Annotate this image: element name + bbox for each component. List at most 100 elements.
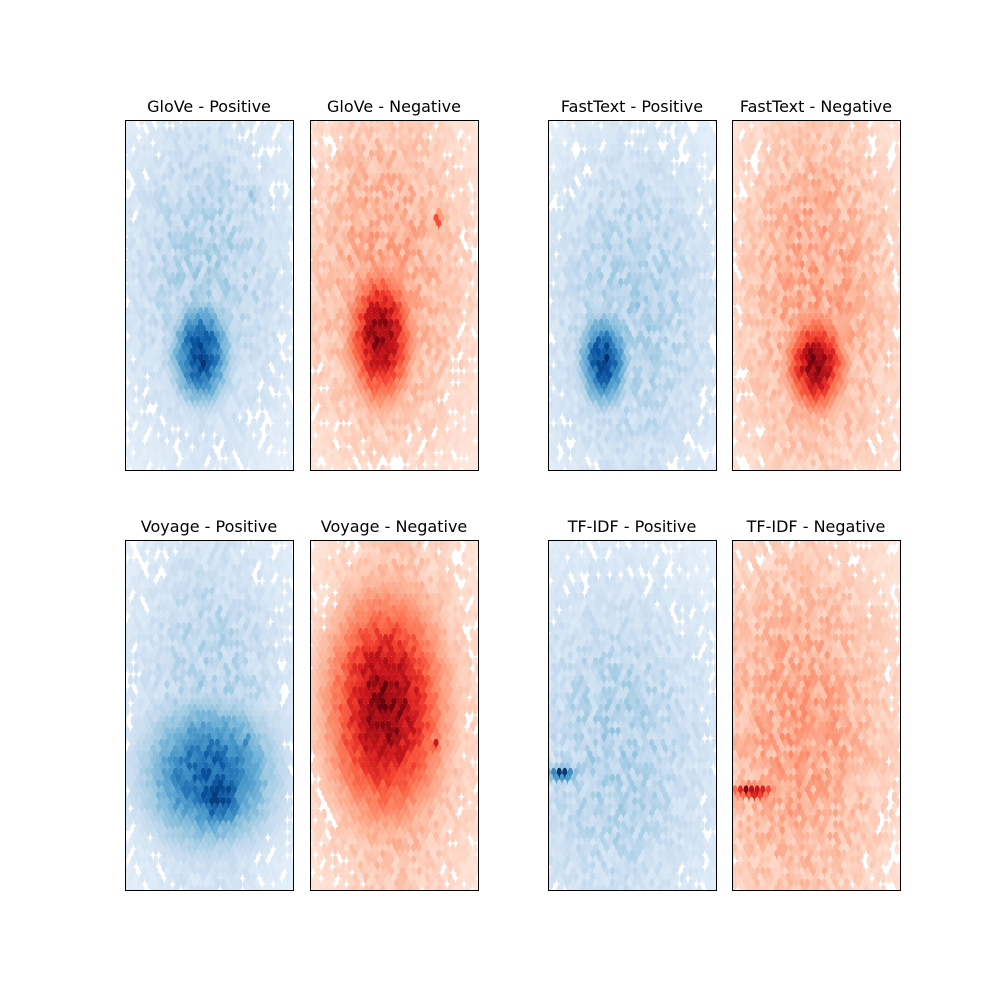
hexbin-cell: [248, 120, 254, 132]
hexbin-cell: [452, 371, 459, 383]
hexbin-cell: [214, 458, 221, 470]
hexbin-cell: [556, 196, 562, 208]
hexbin-cell: [324, 126, 330, 138]
hexbin-cell: [475, 347, 478, 359]
hexbin-cell: [713, 120, 716, 126]
hexbin-cell: [220, 446, 226, 459]
hexbin-cell: [464, 464, 470, 470]
hexbin-cell: [150, 464, 156, 470]
hexbin-cell: [637, 120, 644, 132]
hexbin-cell: [133, 464, 139, 470]
hexbin-cell: [564, 411, 571, 424]
hexbin-cell: [466, 236, 473, 249]
hexbin-cell: [452, 347, 459, 359]
hexbin-cell: [279, 324, 285, 336]
hexbin-cell: [141, 400, 148, 412]
panel-3: FastText - Positive: [548, 97, 717, 471]
hexbin-cell: [713, 231, 716, 243]
hexbin-cell: [363, 464, 369, 470]
hexbin-cell: [699, 155, 705, 167]
hexbin-cell: [290, 336, 293, 348]
hexbin-cell: [343, 411, 350, 424]
hexbin-cells: [310, 120, 478, 470]
hexbin-cell: [267, 137, 274, 149]
hexbin-cell: [279, 172, 285, 184]
hexbin-cell: [172, 464, 179, 470]
hexbin-cell: [335, 464, 341, 470]
hexbin-cell: [713, 242, 716, 254]
hexbin-cell: [290, 301, 293, 313]
hexbin-cell: [430, 464, 436, 470]
hexbin-cells: [548, 120, 716, 470]
hexbin-cell: [273, 172, 279, 184]
hexbin-cell: [234, 464, 240, 470]
hexbin-cell: [424, 464, 431, 470]
hexbin-cell: [290, 464, 293, 470]
hexbin-cell: [253, 143, 260, 155]
hexbin-cell: [178, 464, 184, 470]
hexbin-cell: [352, 464, 358, 470]
hexbin-cell: [318, 464, 324, 470]
axes-frame: [310, 120, 479, 471]
hexbin-cell: [189, 464, 195, 470]
hexbin-cell: [385, 452, 392, 464]
hexbin-cell: [125, 178, 131, 190]
hexbin-cell: [273, 137, 279, 149]
hexbin-cell: [626, 131, 632, 144]
hexbin-cell: [475, 429, 478, 441]
hexbin-cell: [665, 120, 672, 132]
hexbin-cell: [660, 131, 666, 144]
hexbin-cell: [461, 446, 467, 459]
hexbin-cell: [472, 400, 478, 412]
hexbin-cell: [251, 406, 257, 418]
hexbin-cell: [239, 126, 246, 138]
hexbin-cell: [713, 359, 716, 371]
hexbin-cell: [290, 196, 293, 208]
hexbin-cell: [419, 464, 425, 470]
hexbin-cell: [469, 347, 476, 359]
hexbin-cell: [139, 464, 145, 470]
hexbin-cell: [214, 435, 221, 447]
hexbin-cell: [195, 464, 201, 470]
hexbin-cell: [273, 464, 279, 470]
hexbin-cell: [279, 441, 285, 453]
hexbin-cell: [273, 382, 279, 394]
hexbin-cell: [242, 458, 249, 470]
hexbin-cell: [321, 411, 327, 424]
hexbin-cell: [312, 464, 319, 470]
hexbin-cell: [455, 155, 462, 167]
panel-2: GloVe - Negative: [310, 97, 479, 471]
hexbin-cell: [139, 120, 145, 126]
hexbin-cell: [183, 464, 190, 470]
hexbin-cells: [125, 120, 293, 470]
hexbin-cell: [578, 137, 585, 149]
hexbin-cell: [256, 464, 263, 470]
axes-frame: [125, 120, 294, 471]
hexbin-cell: [548, 155, 554, 167]
hexbin-cell: [172, 417, 179, 429]
hexbin-cell: [380, 464, 386, 470]
hexbin-cell: [290, 231, 293, 243]
hexbin-cell: [206, 464, 212, 470]
hexbin-cell: [436, 464, 442, 470]
hexbin-cell: [223, 464, 229, 470]
hexbin-cell: [564, 178, 571, 190]
hexbin-cell: [452, 359, 459, 371]
hexbin-cell: [290, 382, 293, 394]
hexbin-cell: [438, 388, 445, 400]
hexbin-cell: [674, 149, 680, 161]
hexbin-cell: [127, 417, 134, 429]
hexbin-cell: [200, 464, 207, 470]
hexbin-cell: [475, 324, 478, 336]
hexbin-cell: [262, 464, 268, 470]
hexbin-cell: [324, 464, 330, 470]
hexbin-cell: [444, 143, 450, 155]
hexbin-cell: [682, 143, 688, 155]
hexbin-cell: [455, 446, 462, 459]
hexbin-cell: [290, 126, 293, 138]
hexbin-cell: [281, 458, 288, 470]
panel-title: GloVe - Positive: [147, 97, 271, 116]
hexbin-cell: [441, 464, 448, 470]
hexbin-cell: [436, 441, 442, 453]
